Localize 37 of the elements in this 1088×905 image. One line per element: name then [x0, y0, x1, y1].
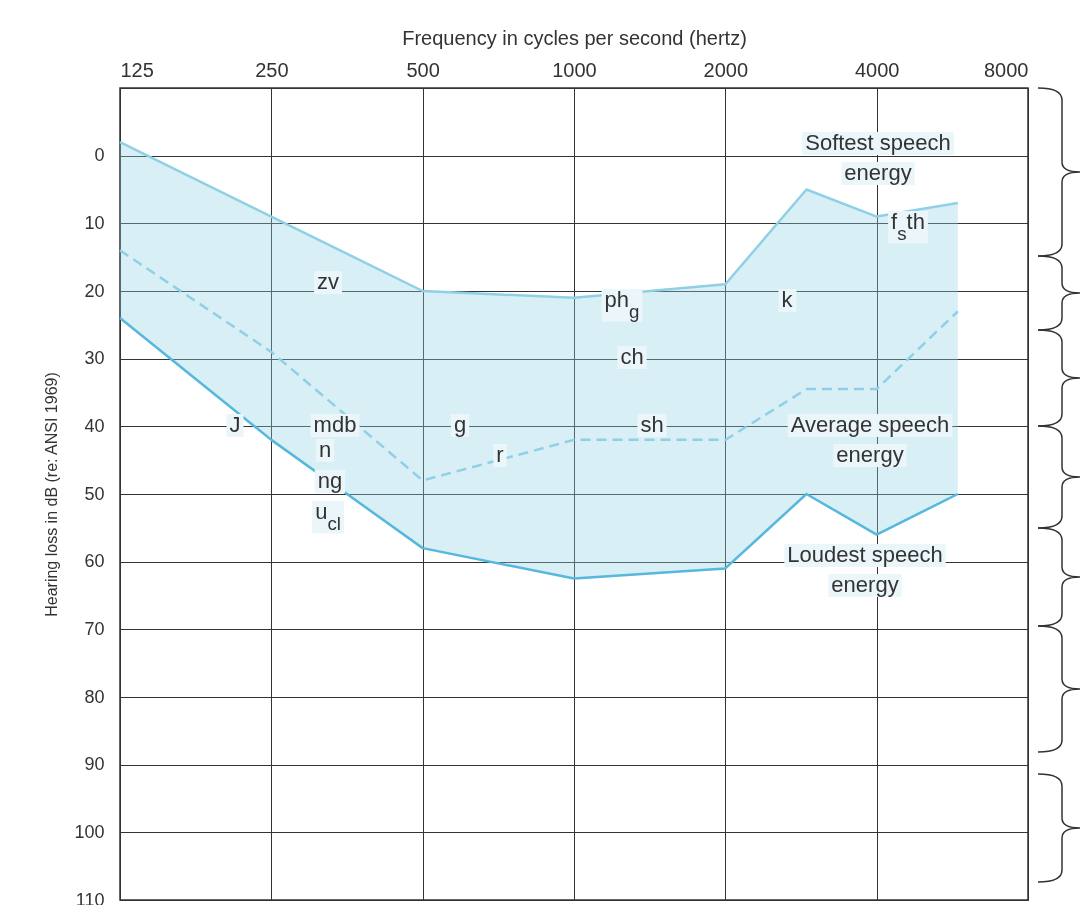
x-tick-label: 1000: [552, 58, 597, 81]
y-tick-label: 60: [84, 551, 105, 572]
x-tick-label: 8000: [984, 58, 1029, 81]
annotation: f$_{s}$th: [891, 209, 925, 244]
annotation: sh: [640, 412, 664, 437]
annotation: ph$_{g}$: [604, 287, 640, 322]
y-tick-label: 110: [75, 889, 105, 905]
y-tick-label: 40: [84, 415, 105, 436]
annotation: Average speech energy: [790, 412, 950, 467]
x-axis-title: Frequency in cycles per second (hertz): [402, 26, 747, 49]
annotation: ch: [620, 344, 644, 369]
annotation: ng: [317, 468, 343, 493]
annotation: mdb: [313, 412, 357, 437]
annotation: g: [453, 412, 467, 437]
y-tick-label: 80: [84, 686, 105, 707]
y-tick-label: 90: [84, 754, 105, 775]
annotation: zv: [317, 269, 339, 294]
annotation: r: [496, 442, 504, 467]
y-tick-label: 30: [84, 348, 105, 369]
x-tick-label: 500: [406, 58, 440, 81]
y-tick-label: 50: [84, 483, 105, 504]
x-tick-label: 2000: [703, 58, 749, 81]
annotation: n: [318, 437, 332, 462]
y-tick-label: 0: [94, 145, 105, 166]
x-tick-label: 250: [255, 58, 289, 81]
annotation: Loudest speech energy: [787, 542, 943, 597]
x-tick-label: 125: [120, 58, 154, 81]
x-tick-label: 4000: [854, 58, 900, 81]
y-axis-title: Hearing loss in dB (re: ANSI 1969): [43, 372, 61, 617]
y-tick-label: 100: [74, 821, 105, 842]
annotation: J: [229, 412, 241, 437]
annotation: Softest speech energy: [805, 130, 951, 185]
y-tick-label: 10: [84, 212, 105, 233]
annotation: u$_{cl}$: [315, 499, 341, 534]
y-tick-label: 20: [84, 280, 105, 301]
y-tick-label: 70: [84, 618, 105, 639]
annotation: k: [781, 287, 794, 312]
